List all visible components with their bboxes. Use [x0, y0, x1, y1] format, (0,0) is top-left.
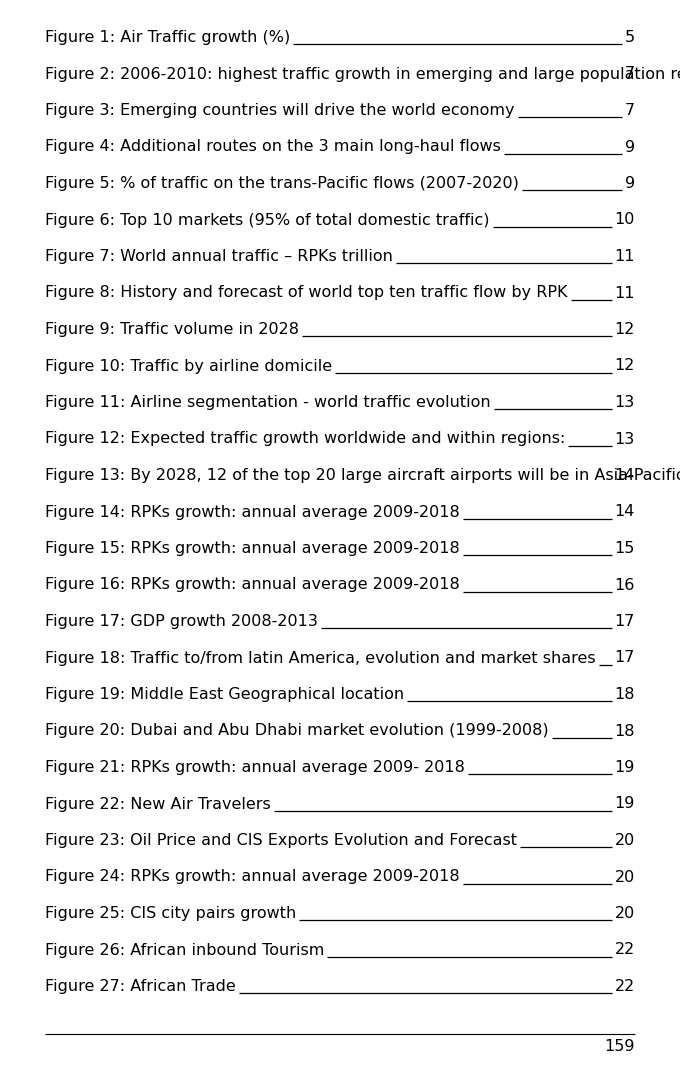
- Text: 11: 11: [615, 249, 635, 264]
- Text: Figure 12: Expected traffic growth worldwide and within regions:: Figure 12: Expected traffic growth world…: [45, 432, 565, 447]
- Text: Figure 10: Traffic by airline domicile: Figure 10: Traffic by airline domicile: [45, 358, 332, 373]
- Text: 159: 159: [605, 1039, 635, 1054]
- Text: Figure 26: African inbound Tourism: Figure 26: African inbound Tourism: [45, 942, 324, 957]
- Text: 20: 20: [615, 833, 635, 848]
- Text: Figure 21: RPKs growth: annual average 2009- 2018: Figure 21: RPKs growth: annual average 2…: [45, 760, 465, 775]
- Text: Figure 16: RPKs growth: annual average 2009-2018: Figure 16: RPKs growth: annual average 2…: [45, 578, 460, 593]
- Text: Figure 17: GDP growth 2008-2013: Figure 17: GDP growth 2008-2013: [45, 614, 318, 629]
- Text: Figure 25: CIS city pairs growth: Figure 25: CIS city pairs growth: [45, 906, 296, 921]
- Text: 22: 22: [615, 942, 635, 957]
- Text: Figure 14: RPKs growth: annual average 2009-2018: Figure 14: RPKs growth: annual average 2…: [45, 505, 460, 520]
- Text: Figure 24: RPKs growth: annual average 2009-2018: Figure 24: RPKs growth: annual average 2…: [45, 869, 460, 884]
- Text: Figure 15: RPKs growth: annual average 2009-2018: Figure 15: RPKs growth: annual average 2…: [45, 541, 460, 556]
- Text: 7: 7: [625, 66, 635, 81]
- Text: Figure 20: Dubai and Abu Dhabi market evolution (1999-2008): Figure 20: Dubai and Abu Dhabi market ev…: [45, 724, 549, 739]
- Text: 5: 5: [625, 30, 635, 45]
- Text: Figure 7: World annual traffic – RPKs trillion: Figure 7: World annual traffic – RPKs tr…: [45, 249, 393, 264]
- Text: Figure 4: Additional routes on the 3 main long-haul flows: Figure 4: Additional routes on the 3 mai…: [45, 139, 501, 154]
- Text: 19: 19: [615, 760, 635, 775]
- Text: 13: 13: [615, 394, 635, 410]
- Text: 13: 13: [615, 432, 635, 447]
- Text: 18: 18: [615, 687, 635, 702]
- Text: 9: 9: [625, 139, 635, 154]
- Text: Figure 27: African Trade: Figure 27: African Trade: [45, 979, 236, 994]
- Text: Figure 9: Traffic volume in 2028: Figure 9: Traffic volume in 2028: [45, 322, 299, 337]
- Text: Figure 19: Middle East Geographical location: Figure 19: Middle East Geographical loca…: [45, 687, 404, 702]
- Text: 10: 10: [615, 212, 635, 227]
- Text: 7: 7: [625, 103, 635, 118]
- Text: Figure 11: Airline segmentation - world traffic evolution: Figure 11: Airline segmentation - world …: [45, 394, 491, 410]
- Text: 16: 16: [615, 578, 635, 593]
- Text: 22: 22: [615, 979, 635, 994]
- Text: Figure 3: Emerging countries will drive the world economy: Figure 3: Emerging countries will drive …: [45, 103, 515, 118]
- Text: Figure 22: New Air Travelers: Figure 22: New Air Travelers: [45, 796, 271, 812]
- Text: 17: 17: [615, 651, 635, 666]
- Text: 20: 20: [615, 869, 635, 884]
- Text: 15: 15: [615, 541, 635, 556]
- Text: 12: 12: [615, 322, 635, 337]
- Text: Figure 8: History and forecast of world top ten traffic flow by RPK: Figure 8: History and forecast of world …: [45, 285, 568, 300]
- Text: Figure 13: By 2028, 12 of the top 20 large aircraft airports will be in Asia-Pac: Figure 13: By 2028, 12 of the top 20 lar…: [45, 468, 680, 483]
- Text: Figure 1: Air Traffic growth (%): Figure 1: Air Traffic growth (%): [45, 30, 290, 45]
- Text: 11: 11: [615, 285, 635, 300]
- Text: Figure 6: Top 10 markets (95% of total domestic traffic): Figure 6: Top 10 markets (95% of total d…: [45, 212, 490, 227]
- Text: 9: 9: [625, 176, 635, 191]
- Text: 20: 20: [615, 906, 635, 921]
- Text: 17: 17: [615, 614, 635, 629]
- Text: Figure 18: Traffic to/from latin America, evolution and market shares: Figure 18: Traffic to/from latin America…: [45, 651, 596, 666]
- Text: 19: 19: [615, 796, 635, 812]
- Text: Figure 23: Oil Price and CIS Exports Evolution and Forecast: Figure 23: Oil Price and CIS Exports Evo…: [45, 833, 517, 848]
- Text: 14: 14: [615, 468, 635, 483]
- Text: 14: 14: [615, 505, 635, 520]
- Text: 12: 12: [615, 358, 635, 373]
- Text: 18: 18: [615, 724, 635, 739]
- Text: Figure 5: % of traffic on the trans-Pacific flows (2007-2020): Figure 5: % of traffic on the trans-Paci…: [45, 176, 519, 191]
- Text: Figure 2: 2006-2010: highest traffic growth in emerging and large population reg: Figure 2: 2006-2010: highest traffic gro…: [45, 66, 680, 81]
